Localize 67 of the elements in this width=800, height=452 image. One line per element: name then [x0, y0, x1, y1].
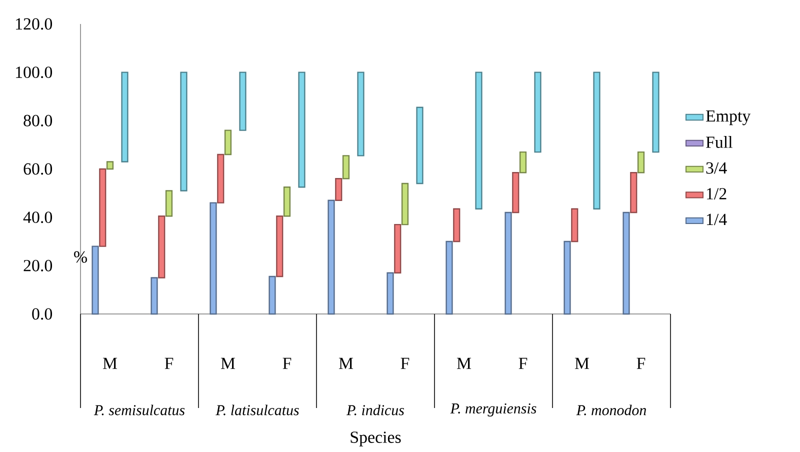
legend-label: 1/4: [706, 214, 727, 226]
bar: [276, 216, 284, 278]
bar: [328, 200, 335, 315]
text: P. indicus: [346, 404, 404, 416]
bar: [416, 106, 424, 184]
bar: [571, 208, 578, 242]
bar: [401, 182, 409, 226]
bar: [217, 154, 224, 204]
bar: [335, 178, 342, 202]
text: P. latisulcatus: [216, 404, 299, 416]
legend-label: 1/2: [706, 188, 726, 200]
y-tick-label: 0.0: [32, 308, 52, 320]
legend-label: Full: [706, 136, 732, 148]
bar: [637, 151, 645, 174]
bar: [342, 155, 350, 180]
y-tick-label: 40.0: [23, 212, 52, 224]
bar: [150, 277, 158, 315]
bar: [99, 168, 106, 247]
y-tick-label: 120.0: [16, 18, 52, 30]
text: P. semisulcatus: [94, 404, 185, 416]
bar: [394, 224, 402, 274]
x-tick-label: M: [102, 358, 118, 369]
legend-label: 3/4: [706, 162, 727, 174]
x-tick-label: M: [338, 358, 354, 369]
x-tick-label: M: [574, 358, 590, 369]
bar: [630, 172, 638, 214]
bar: [564, 240, 571, 315]
bar: [386, 272, 394, 315]
bar: [504, 212, 512, 315]
bar: [298, 72, 306, 188]
bar: [446, 240, 453, 315]
bar: [92, 246, 99, 315]
x-tick-label: F: [518, 358, 528, 369]
bar: [239, 72, 246, 131]
text: P. merguiensis: [450, 403, 536, 417]
bar: [622, 212, 630, 315]
bar: [158, 216, 166, 278]
x-tick-label: M: [220, 358, 236, 369]
bar: [453, 208, 460, 242]
bar: [121, 72, 128, 162]
bar: [180, 72, 188, 192]
x-tick-label: M: [456, 358, 472, 369]
x-tick-label: F: [164, 358, 174, 369]
bar: [593, 72, 600, 210]
text: P. monodon: [576, 404, 646, 416]
bar: [512, 172, 520, 214]
bar: [283, 186, 291, 217]
x-tick-label: F: [282, 358, 292, 369]
bar: [357, 72, 364, 156]
y-tick-label: 20.0: [24, 260, 52, 272]
bar: [475, 72, 482, 210]
y-tick-label: 80.0: [24, 114, 52, 126]
bar: [534, 72, 542, 153]
bar: [652, 72, 660, 153]
y-tick-label: 100.0: [16, 66, 52, 78]
y-axis-title: %: [74, 251, 87, 263]
bar: [106, 161, 114, 170]
bar: [268, 276, 276, 315]
legend-label: Empty: [706, 110, 751, 126]
x-tick-label: F: [400, 358, 410, 369]
bar: [519, 151, 527, 174]
bar: [224, 130, 232, 156]
bar: [210, 202, 217, 315]
y-tick-label: 60.0: [24, 163, 52, 175]
x-tick-label: F: [636, 358, 646, 369]
x-axis-title: Species: [350, 432, 401, 446]
bar: [165, 190, 173, 217]
